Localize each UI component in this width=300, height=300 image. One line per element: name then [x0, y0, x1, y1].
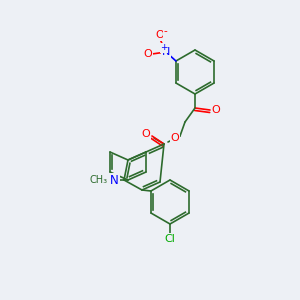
Text: O: O — [171, 133, 179, 143]
Text: CH₃: CH₃ — [90, 175, 108, 185]
Text: O: O — [156, 30, 164, 40]
Text: O: O — [142, 129, 150, 139]
Text: N: N — [162, 47, 170, 57]
Text: -: - — [163, 26, 167, 36]
Text: +: + — [160, 44, 168, 52]
Text: N: N — [110, 173, 119, 187]
Text: O: O — [144, 49, 152, 59]
Text: Cl: Cl — [165, 234, 176, 244]
Text: O: O — [212, 105, 220, 115]
